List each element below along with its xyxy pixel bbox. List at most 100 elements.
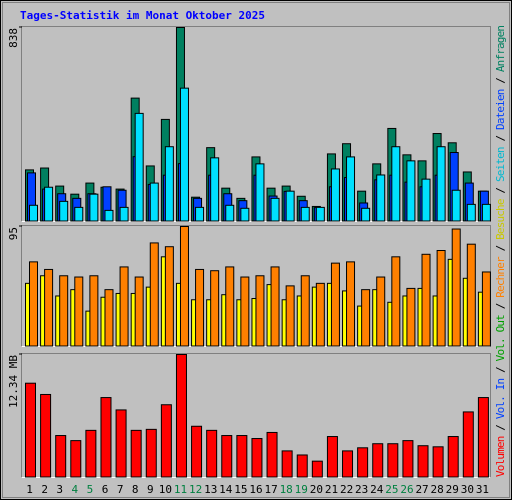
- legend-separator: /: [494, 418, 507, 436]
- bar: [361, 289, 371, 347]
- legend-entry: Anfragen: [494, 25, 507, 72]
- legend-separator: /: [494, 71, 507, 89]
- legend-entry: Vol. Out: [494, 314, 507, 361]
- bar: [372, 443, 384, 478]
- bar: [285, 285, 295, 347]
- x-tick-label: 13: [204, 483, 217, 496]
- bar: [451, 228, 461, 347]
- x-tick-label: 22: [340, 483, 353, 496]
- bar: [74, 206, 84, 222]
- bar: [145, 428, 157, 478]
- bar: [361, 207, 371, 222]
- bar: [406, 160, 416, 222]
- bar: [74, 276, 84, 347]
- bar: [387, 443, 399, 478]
- x-tick-label: 27: [415, 483, 428, 496]
- bar: [451, 189, 461, 222]
- bar: [179, 226, 189, 347]
- x-tick-label: 25: [385, 483, 398, 496]
- legend-entry: Rechner: [494, 256, 507, 298]
- bar: [481, 203, 491, 222]
- bar: [346, 261, 356, 347]
- bar: [300, 206, 310, 222]
- chart-title: Tages-Statistik im Monat Oktober 2025: [20, 9, 265, 22]
- bar: [240, 207, 250, 222]
- y-tick-label: 12.34 MB: [7, 355, 20, 408]
- y-tick-label: 95: [7, 227, 20, 240]
- bar: [115, 409, 127, 478]
- bar: [130, 429, 142, 478]
- bar: [436, 146, 446, 222]
- bar: [357, 447, 369, 478]
- bar: [270, 197, 280, 222]
- bar: [270, 266, 280, 347]
- bar: [119, 266, 129, 347]
- bar: [25, 382, 36, 478]
- bar: [195, 206, 205, 222]
- x-tick-label: 18: [280, 483, 293, 496]
- bar: [376, 276, 386, 347]
- bar: [160, 404, 172, 478]
- x-tick-label: 5: [87, 483, 94, 496]
- bar: [206, 429, 218, 478]
- bar: [477, 397, 489, 478]
- bar: [191, 425, 203, 478]
- bar: [210, 270, 220, 347]
- legend-entry: Volumen: [494, 436, 507, 477]
- bar: [251, 438, 263, 478]
- bar: [55, 435, 67, 478]
- x-tick-label: 15: [234, 483, 247, 496]
- bar: [330, 262, 340, 347]
- x-tick-label: 12: [189, 483, 202, 496]
- legend-separator: /: [494, 239, 507, 257]
- bar: [447, 436, 459, 478]
- legend-entry: Vol. In: [494, 378, 507, 419]
- bar: [432, 446, 444, 478]
- x-tick-label: 7: [117, 483, 124, 496]
- bar: [255, 163, 265, 222]
- x-tick-label: 14: [219, 483, 233, 496]
- bar: [346, 156, 356, 222]
- legend-separator: /: [494, 360, 507, 378]
- bar: [300, 275, 310, 347]
- x-tick-label: 17: [264, 483, 277, 496]
- bar: [255, 275, 265, 347]
- bar: [391, 256, 401, 347]
- x-tick-label: 30: [461, 483, 474, 496]
- bar: [466, 243, 476, 347]
- bar: [29, 204, 38, 222]
- x-tick-label: 10: [159, 483, 172, 496]
- bar: [195, 268, 205, 347]
- bar: [104, 289, 114, 347]
- bar: [402, 440, 414, 478]
- x-tick-label: 1: [26, 483, 33, 496]
- bar: [342, 450, 354, 478]
- bar: [466, 203, 476, 222]
- x-tick-label: 28: [431, 483, 444, 496]
- x-tick-label: 2: [41, 483, 48, 496]
- bar: [221, 435, 233, 478]
- bar: [164, 146, 174, 222]
- bar: [296, 454, 308, 478]
- bar: [164, 246, 174, 347]
- bar: [236, 435, 248, 478]
- x-tick-label: 8: [132, 483, 139, 496]
- legend: Volumen / Vol. In / Vol. Out / Rechner /…: [494, 25, 507, 477]
- bar: [406, 287, 416, 347]
- x-tick-label: 26: [400, 483, 413, 496]
- bar: [436, 250, 446, 347]
- bar: [119, 206, 129, 222]
- bar: [100, 397, 112, 478]
- x-tick-label: 3: [56, 483, 63, 496]
- bar: [481, 271, 491, 347]
- bar: [266, 431, 278, 478]
- y-tick-label: 838: [7, 28, 20, 48]
- legend-entry: Dateien: [494, 89, 507, 130]
- bar: [149, 242, 159, 347]
- bar: [59, 275, 69, 347]
- bar: [311, 460, 323, 478]
- legend-entry: Seiten: [494, 146, 507, 182]
- bar: [462, 411, 474, 478]
